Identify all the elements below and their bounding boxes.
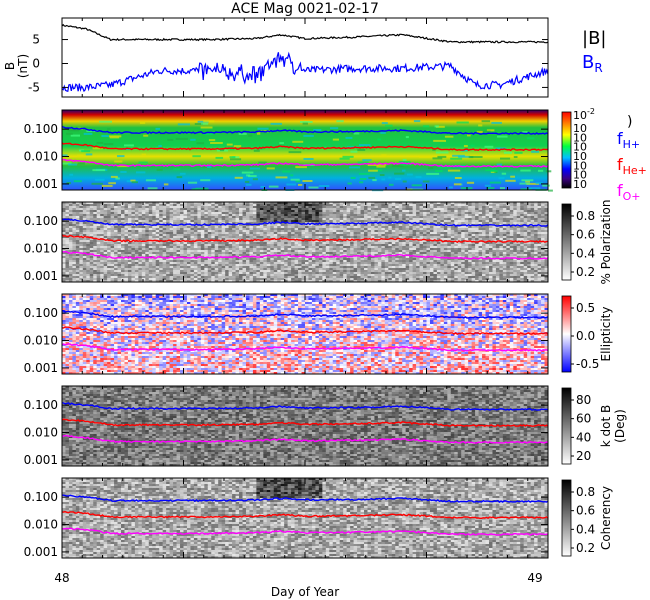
heatmap-polarization <box>62 202 549 283</box>
freq-tick-label: 0.100 <box>24 214 58 228</box>
colorbar-label: 10 <box>573 141 587 154</box>
series-layer <box>61 23 549 536</box>
colorbar-top-label: 10-2 <box>573 107 595 122</box>
legend-b-radial-main: B <box>582 52 594 73</box>
colorbar-polarization: 0.8 0.6 0.4 0.2 % Polarization <box>561 200 613 285</box>
colorbar-label: 10 <box>573 122 587 135</box>
heatmap-ellipticity <box>62 294 549 375</box>
legend-ion-He+: fHe+ <box>617 155 647 177</box>
colorbar-rect <box>561 111 572 189</box>
b-ytick-label: 5 <box>32 33 40 47</box>
gyro-line-O-coherency <box>61 527 549 536</box>
colorbar-label: 10 <box>573 178 587 191</box>
legend-ion-O+: fO+ <box>617 181 641 203</box>
colorbar-label: 10 <box>573 159 587 172</box>
colorbar-rect <box>561 387 572 465</box>
colorbar-tick-label: 0.2 <box>576 265 595 279</box>
colorbar-tick-label: 20 <box>576 449 591 463</box>
b-ytick-label: 0 <box>32 56 40 70</box>
freq-tick-label: 0.010 <box>24 518 58 532</box>
colorbar-tick-label: -0.5 <box>576 357 599 371</box>
x-tick-label-48: 48 <box>54 571 69 585</box>
colorbar-tick-label: 80 <box>576 393 591 407</box>
colorbar-label: 10 <box>573 150 587 163</box>
gyro-line-He-power-spectrum <box>61 142 549 152</box>
colorbar-tick-label: 0.4 <box>576 246 595 260</box>
freq-tick-label: 0.001 <box>24 361 58 375</box>
colorbar-tick-label: 0.0 <box>576 329 595 343</box>
gyro-line-O-power-spectrum <box>61 158 549 168</box>
colorbar-coherency: 0.8 0.6 0.4 0.2 Coherency <box>561 479 613 557</box>
heatmap-power-spectrum <box>62 110 553 192</box>
gyro-line-H-k-dot-b <box>61 402 549 411</box>
colorbar-label-polarization: % Polarization <box>599 200 613 285</box>
colorbar-rect <box>561 479 572 557</box>
colorbar-tick-label: 60 <box>576 412 591 426</box>
b-series-total <box>61 23 549 44</box>
gyro-line-H-coherency <box>62 494 549 503</box>
colorbar-rect <box>561 295 572 373</box>
freq-tick-label: 0.100 <box>24 398 58 412</box>
legend-b-total: |B| <box>582 28 606 49</box>
freq-tick-label: 0.100 <box>24 122 58 136</box>
gyro-line-O-k-dot-b <box>61 434 549 444</box>
gyro-line-He-ellipticity <box>62 326 549 336</box>
heatmap-coherency <box>62 478 549 559</box>
colorbar-label-ellipticity: Ellipticity <box>599 307 613 362</box>
colorbar-tick-label: 0.2 <box>576 541 595 555</box>
panel-frames <box>61 17 549 559</box>
freq-tick-label: 0.010 <box>24 426 58 440</box>
freq-tick-label: 0.010 <box>24 150 58 164</box>
b-ylabel: B <box>3 62 17 70</box>
colorbar-tick-label: 0.4 <box>576 522 595 536</box>
chart-title: ACE Mag 0021-02-17 <box>231 1 379 17</box>
colorbar-label-k-dot-b: k dot B <box>599 405 613 447</box>
x-axis-label: Day of Year <box>271 585 339 599</box>
freq-tick-label: 0.010 <box>24 334 58 348</box>
gyro-line-H-power-spectrum <box>61 125 549 135</box>
freq-tick-label: 0.100 <box>24 490 58 504</box>
ion-legend: fH+ fHe+ fO+ <box>617 129 647 203</box>
x-tick-label-49: 49 <box>527 571 542 585</box>
gyro-line-O-polarization <box>61 250 549 260</box>
colorbar-label: 10 <box>573 131 587 144</box>
colorbar-k-dot-b: 80 60 40 20 k dot B (Deg) <box>561 387 627 465</box>
gyro-line-He-k-dot-b <box>61 418 549 427</box>
gyro-line-H-polarization <box>61 218 549 227</box>
legend-b-radial-sub: R <box>594 61 602 75</box>
gyro-line-He-coherency <box>61 510 549 519</box>
gyro-line-H-ellipticity <box>61 309 549 319</box>
colorbar-label: 10 <box>573 169 587 182</box>
tick-layer: 5 0 -5 0.100 0.010 0.001 0.100 0.010 0.001 0.100 0… <box>24 18 549 559</box>
legend-ion-H+: fH+ <box>617 129 640 151</box>
gyro-line-He-polarization <box>61 234 549 244</box>
colorbar-tick-label: 0.8 <box>576 209 595 223</box>
b-ylabel-unit: (nT) <box>16 54 30 78</box>
colorbar-partial-label: ) <box>627 114 632 130</box>
colorbar-tick-label: 0.6 <box>576 504 595 518</box>
freq-tick-label: 0.010 <box>24 242 58 256</box>
colorbar-tick-label: 0.5 <box>576 301 595 315</box>
gyro-line-O-ellipticity <box>61 343 549 352</box>
colorbar-unit-k-dot-b: (Deg) <box>613 409 627 443</box>
legend-b-radial: BR <box>582 52 603 75</box>
freq-tick-label: 0.001 <box>24 545 58 559</box>
freq-tick-label: 0.001 <box>24 177 58 191</box>
colorbar-tick-label: 40 <box>576 430 591 444</box>
panel-frame-b <box>61 17 549 98</box>
freq-tick-label: 0.100 <box>24 306 58 320</box>
colorbar-tick-label: 0.8 <box>576 485 595 499</box>
colorbar-rect <box>561 203 572 281</box>
b-series-radial <box>61 51 549 93</box>
colorbar-tick-label: 0.6 <box>576 228 595 242</box>
colorbar-label-coherency: Coherency <box>599 486 613 550</box>
b-ytick-label: -5 <box>28 80 40 94</box>
freq-tick-label: 0.001 <box>24 453 58 467</box>
freq-tick-label: 0.001 <box>24 269 58 283</box>
heatmap-layer <box>62 110 553 559</box>
